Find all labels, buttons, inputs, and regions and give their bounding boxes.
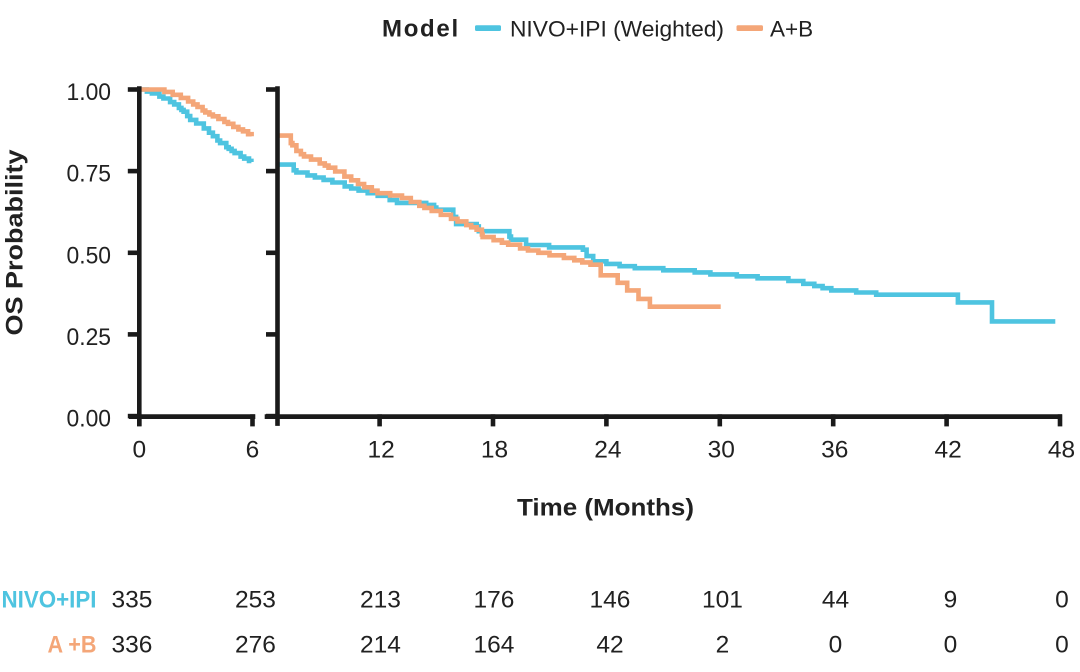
svg-text:44: 44 bbox=[822, 586, 849, 613]
svg-text:214: 214 bbox=[360, 631, 401, 658]
svg-text:OS Probability: OS Probability bbox=[2, 149, 29, 336]
svg-text:2: 2 bbox=[716, 631, 730, 658]
svg-text:0.50: 0.50 bbox=[67, 242, 112, 269]
svg-text:0: 0 bbox=[944, 631, 958, 658]
svg-text:0.25: 0.25 bbox=[67, 324, 112, 351]
svg-text:48: 48 bbox=[1048, 437, 1075, 464]
svg-text:101: 101 bbox=[702, 586, 743, 613]
svg-text:Time (Months): Time (Months) bbox=[517, 495, 694, 522]
svg-text:176: 176 bbox=[474, 586, 515, 613]
svg-text:1.00: 1.00 bbox=[67, 79, 112, 106]
svg-text:6: 6 bbox=[246, 437, 260, 464]
svg-text:146: 146 bbox=[590, 586, 631, 613]
svg-text:NIVO+IPI (Weighted): NIVO+IPI (Weighted) bbox=[510, 17, 724, 42]
svg-text:276: 276 bbox=[235, 631, 276, 658]
svg-text:42: 42 bbox=[596, 631, 623, 658]
svg-text:Model: Model bbox=[382, 16, 460, 43]
svg-text:0.00: 0.00 bbox=[67, 406, 112, 433]
svg-text:164: 164 bbox=[474, 631, 515, 658]
svg-text:9: 9 bbox=[944, 586, 958, 613]
svg-text:253: 253 bbox=[235, 586, 276, 613]
svg-text:42: 42 bbox=[934, 437, 961, 464]
svg-text:A +B: A +B bbox=[48, 631, 97, 658]
svg-text:18: 18 bbox=[481, 437, 508, 464]
svg-text:30: 30 bbox=[708, 437, 735, 464]
svg-text:12: 12 bbox=[367, 437, 394, 464]
svg-text:NIVO+IPI: NIVO+IPI bbox=[2, 586, 97, 613]
svg-text:24: 24 bbox=[594, 437, 621, 464]
svg-text:0: 0 bbox=[829, 631, 843, 658]
svg-text:A+B: A+B bbox=[770, 17, 813, 42]
svg-text:0: 0 bbox=[1055, 631, 1069, 658]
svg-text:336: 336 bbox=[112, 631, 153, 658]
svg-text:0.75: 0.75 bbox=[67, 161, 112, 188]
svg-text:0: 0 bbox=[1055, 586, 1069, 613]
svg-text:36: 36 bbox=[821, 437, 848, 464]
svg-text:213: 213 bbox=[360, 586, 401, 613]
svg-text:0: 0 bbox=[132, 437, 146, 464]
svg-text:335: 335 bbox=[112, 586, 153, 613]
